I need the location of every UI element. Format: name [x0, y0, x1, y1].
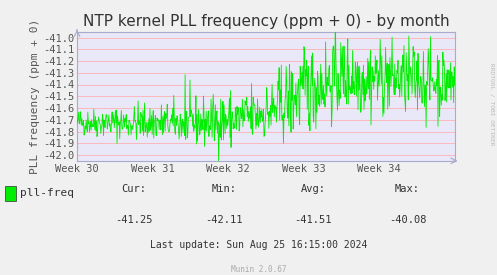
Text: Munin 2.0.67: Munin 2.0.67 [231, 265, 286, 274]
Text: pll-freq: pll-freq [20, 188, 74, 198]
Text: Last update: Sun Aug 25 16:15:00 2024: Last update: Sun Aug 25 16:15:00 2024 [150, 240, 367, 249]
Text: -42.11: -42.11 [205, 215, 243, 225]
Text: Cur:: Cur: [122, 185, 147, 194]
Text: Min:: Min: [211, 185, 236, 194]
Text: Max:: Max: [395, 185, 420, 194]
Text: -40.08: -40.08 [389, 215, 426, 225]
Text: RRDTOOL / TOBI OETIKER: RRDTOOL / TOBI OETIKER [490, 63, 495, 146]
Text: -41.25: -41.25 [115, 215, 153, 225]
Title: NTP kernel PLL frequency (ppm + 0) - by month: NTP kernel PLL frequency (ppm + 0) - by … [83, 14, 449, 29]
Text: -41.51: -41.51 [294, 215, 332, 225]
Text: Avg:: Avg: [301, 185, 326, 194]
Y-axis label: PLL frequency (ppm + 0): PLL frequency (ppm + 0) [30, 19, 40, 174]
